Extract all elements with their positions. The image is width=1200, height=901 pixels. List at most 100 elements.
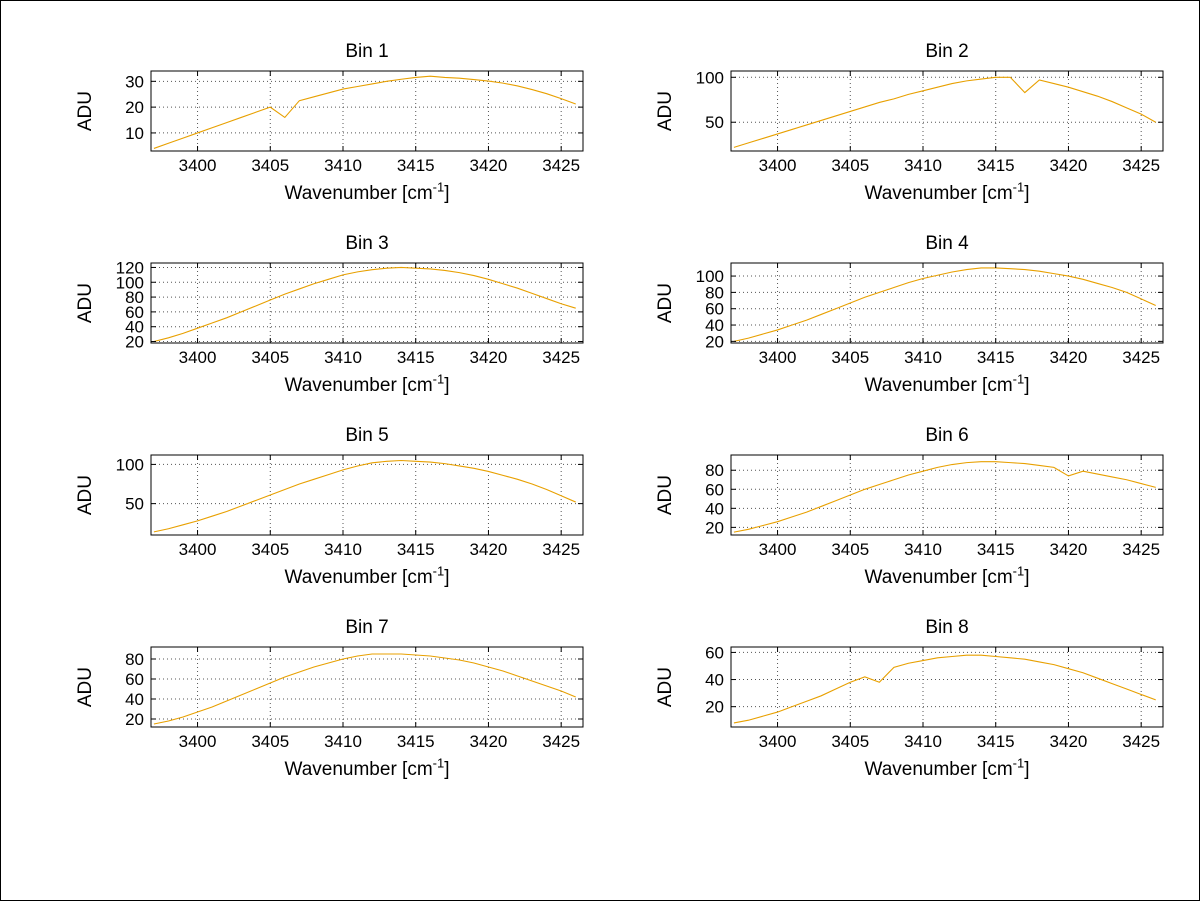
x-tick-label: 3410	[904, 540, 942, 559]
y-tick-label: 20	[125, 98, 144, 117]
axes-border	[150, 262, 584, 344]
x-axis-label-suffix: ]	[1024, 567, 1030, 588]
x-axis-label-suffix: ]	[444, 183, 450, 204]
x-tick-label: 3420	[1050, 540, 1088, 559]
x-axis-label-suffix: ]	[1024, 759, 1030, 780]
plot-canvas: 3400 3405 3410 3415 3420 3425 50 100	[696, 68, 1164, 175]
x-tick-label: 3405	[251, 540, 289, 559]
x-tick-label: 3410	[324, 348, 362, 367]
plot-line	[733, 267, 1156, 342]
x-axis-label-superscript: -1	[1012, 755, 1025, 771]
x-tick-label: 3425	[542, 540, 580, 559]
plot-line	[153, 459, 576, 533]
x-tick-label: 3405	[251, 732, 289, 751]
plot-body: ADU 3400 3405 3410 3415 3420 3425 20 40 60	[653, 641, 1169, 757]
plot-title: Bin 3	[345, 233, 389, 254]
x-axis-label: Wavenumber [cm-1]	[731, 757, 1163, 783]
axes-border	[730, 70, 1164, 152]
x-tick-label: 3400	[759, 156, 797, 175]
x-axis-label-text: Wavenumber [cm	[284, 759, 433, 780]
x-tick-label: 3420	[1050, 732, 1088, 751]
x-tick-label: 3410	[904, 348, 942, 367]
y-axis-label-text: ADU	[75, 282, 96, 324]
x-axis-label: Wavenumber [cm-1]	[151, 757, 583, 783]
y-tick-label: 120	[116, 258, 144, 277]
plot-canvas: 3400 3405 3410 3415 3420 3425 20 40 60	[705, 643, 1164, 751]
x-tick-label: 3405	[831, 732, 869, 751]
plot-title: Bin 1	[345, 41, 389, 62]
y-axis-label: ADU	[653, 65, 679, 157]
y-tick-label: 60	[705, 300, 724, 319]
x-tick-label: 3415	[977, 732, 1015, 751]
plot-body: ADU 3400 3405 3410 3415 3420 3425 20 40 60 80	[73, 641, 589, 757]
subplot-bin-5: Bin 5 ADU 3400 3405 3410 3415 3420 3425 50 100 …	[73, 423, 589, 591]
x-tick-label: 3400	[179, 732, 217, 751]
x-axis-label-superscript: -1	[1012, 371, 1025, 387]
x-tick-label: 3425	[1122, 348, 1160, 367]
x-axis-label-suffix: ]	[1024, 375, 1030, 396]
plot-line	[153, 266, 576, 343]
x-tick-label: 3420	[1050, 348, 1088, 367]
y-axis-label-text: ADU	[75, 474, 96, 516]
x-axis-label-superscript: -1	[1012, 179, 1025, 195]
x-tick-label: 3415	[977, 540, 1015, 559]
x-tick-label: 3415	[397, 540, 435, 559]
x-axis-label-superscript: -1	[432, 755, 445, 771]
x-tick-label: 3405	[831, 156, 869, 175]
y-tick-label: 50	[125, 495, 144, 514]
x-tick-label: 3420	[470, 732, 508, 751]
axes-border	[150, 646, 584, 728]
plot-line	[733, 654, 1156, 724]
x-axis-label-text: Wavenumber [cm	[864, 759, 1013, 780]
y-tick-label: 20	[125, 333, 144, 352]
y-axis-label: ADU	[73, 65, 99, 157]
y-axis-label: ADU	[73, 257, 99, 349]
plot-title: Bin 6	[925, 425, 969, 446]
y-axis-label: ADU	[653, 641, 679, 733]
x-tick-label: 3400	[179, 348, 217, 367]
subplot-bin-4: Bin 4 ADU 3400 3405 3410 3415 3420 3425 20 40 60…	[653, 231, 1169, 399]
subplot-bin-6: Bin 6 ADU 3400 3405 3410 3415 3420 3425 20 40 60…	[653, 423, 1169, 591]
y-tick-label: 30	[125, 72, 144, 91]
subplot-bin-7: Bin 7 ADU 3400 3405 3410 3415 3420 3425 20 40 60…	[73, 615, 589, 783]
y-tick-label: 40	[705, 499, 724, 518]
subplot-bin-3: Bin 3 ADU 3400 3405 3410 3415 3420 3425 20 40 60…	[73, 231, 589, 399]
y-axis-label: ADU	[73, 641, 99, 733]
x-tick-label: 3415	[397, 348, 435, 367]
x-tick-label: 3420	[470, 348, 508, 367]
y-tick-label: 10	[125, 124, 144, 143]
y-tick-label: 60	[125, 670, 144, 689]
x-tick-label: 3420	[1050, 156, 1088, 175]
x-axis-label: Wavenumber [cm-1]	[731, 373, 1163, 399]
axes-border	[150, 70, 584, 152]
y-tick-label: 100	[116, 455, 144, 474]
y-tick-label: 20	[705, 518, 724, 537]
subplot-bin-1: Bin 1 ADU 3400 3405 3410 3415 3420 3425 10 20 30…	[73, 39, 589, 207]
y-tick-label: 80	[705, 283, 724, 302]
y-axis-label-text: ADU	[655, 474, 676, 516]
x-tick-label: 3410	[904, 156, 942, 175]
y-axis-label: ADU	[653, 257, 679, 349]
axes-border	[730, 262, 1164, 344]
y-tick-label: 100	[696, 267, 724, 286]
x-tick-label: 3415	[397, 156, 435, 175]
y-tick-label: 80	[705, 461, 724, 480]
plot-line	[733, 461, 1156, 533]
y-axis-label-text: ADU	[75, 666, 96, 708]
plot-body: ADU 3400 3405 3410 3415 3420 3425 20 40 60 80	[653, 449, 1169, 565]
x-tick-label: 3410	[904, 732, 942, 751]
x-axis-label: Wavenumber [cm-1]	[151, 373, 583, 399]
plot-body: ADU 3400 3405 3410 3415 3420 3425 10 20 30	[73, 65, 589, 181]
x-axis-label: Wavenumber [cm-1]	[151, 181, 583, 207]
x-axis-label-superscript: -1	[432, 371, 445, 387]
x-axis-label-text: Wavenumber [cm	[864, 183, 1013, 204]
x-axis-label-text: Wavenumber [cm	[284, 567, 433, 588]
x-tick-label: 3410	[324, 540, 362, 559]
plot-title: Bin 2	[925, 41, 969, 62]
x-tick-label: 3400	[759, 348, 797, 367]
y-axis-label-text: ADU	[655, 282, 676, 324]
y-tick-label: 60	[705, 480, 724, 499]
x-axis-label-text: Wavenumber [cm	[864, 375, 1013, 396]
x-axis-label-text: Wavenumber [cm	[284, 375, 433, 396]
